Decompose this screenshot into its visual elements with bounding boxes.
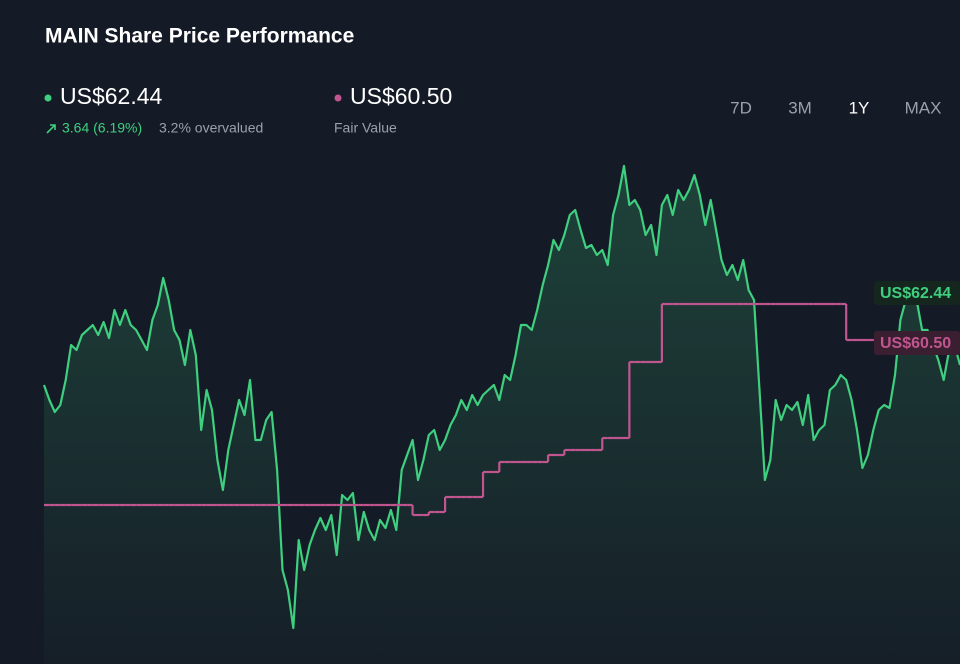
fair-value-caption: Fair Value [334,120,397,136]
fair-value-tag: US$60.50 [880,335,951,352]
title: MAIN Share Price Performance [45,25,354,48]
price-tag: US$62.44 [880,285,951,302]
current-price: US$62.44 [60,83,163,109]
valuation: 3.2% overvalued [159,120,263,136]
range-selector: 7D 3M 1Y MAX [730,98,941,117]
range-button[interactable]: 7D [730,98,752,117]
range-button[interactable]: MAX [905,98,942,117]
fair-value-dot [334,94,342,102]
range-button[interactable]: 3M [788,98,812,117]
fair-value: US$60.50 [350,83,452,109]
price-dot [44,94,52,102]
price-line [42,164,960,630]
price-area [44,166,960,664]
price-tag-bg [874,281,960,305]
fair-value-tag-bg [874,331,960,355]
plot [42,164,960,664]
up-arrow [46,124,56,134]
range-button[interactable]: 1Y [849,98,870,117]
price-change: 3.64 (6.19%) [62,120,142,136]
